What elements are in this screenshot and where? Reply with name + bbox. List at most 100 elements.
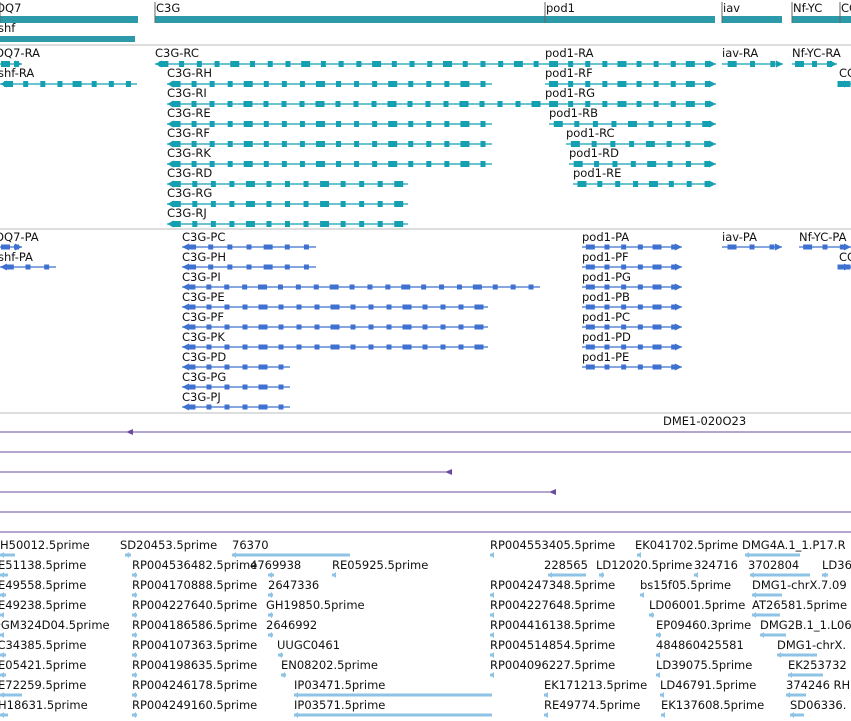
- read-feature[interactable]: [294, 693, 492, 697]
- protein-arrow-right-icon: [675, 323, 682, 331]
- gene-cg-bar[interactable]: [840, 16, 851, 23]
- protein-exon: [186, 404, 196, 410]
- protein-c3g-ph[interactable]: C3G-PH: [182, 250, 316, 271]
- protein-c3g-pc[interactable]: C3G-PC: [182, 230, 316, 251]
- protein-pod1-pf[interactable]: pod1-PF: [582, 250, 682, 271]
- read-arrow-icon: [0, 652, 4, 658]
- gene-pod1-bar[interactable]: [545, 16, 715, 23]
- transcript-c3g-rd[interactable]: C3G-RD: [167, 166, 408, 188]
- gene-iav-bar[interactable]: [722, 16, 782, 23]
- protein-arrow-right-icon: [675, 363, 682, 371]
- protein-nf-yc-pa[interactable]: Nf-YC-PA: [799, 230, 851, 251]
- protein-cg[interactable]: CG: [837, 250, 851, 271]
- protein-exon: [314, 344, 320, 350]
- transcript-exon: [388, 81, 398, 87]
- protein-label: pod1-PF: [582, 250, 629, 264]
- transcript-pod1-rd[interactable]: pod1-RD: [569, 146, 716, 168]
- gene-oq7-bar[interactable]: [0, 16, 138, 23]
- protein-pod1-pd[interactable]: pod1-PD: [582, 330, 682, 351]
- transcript-iav-ra[interactable]: iav-RA: [722, 46, 783, 68]
- transcript-oq7-ra[interactable]: OQ7-RA: [0, 46, 40, 68]
- read-feature[interactable]: [750, 573, 810, 577]
- transcript-c3g-re[interactable]: C3G-RE: [167, 106, 492, 128]
- transcript-arrow-left-icon: [155, 60, 162, 68]
- protein-arrow-right-icon: [844, 263, 851, 271]
- protein-c3g-pj[interactable]: C3G-PJ: [182, 390, 290, 411]
- protein-exon: [208, 264, 214, 270]
- transcript-exon: [387, 101, 397, 107]
- protein-c3g-pd[interactable]: C3G-PD: [182, 350, 290, 371]
- read-feature[interactable]: [0, 693, 22, 697]
- read-feature[interactable]: [788, 673, 823, 677]
- transcript-c3g-rh[interactable]: C3G-RH: [167, 66, 492, 88]
- read-feature[interactable]: [232, 553, 350, 557]
- transcript-pod1-rf[interactable]: pod1-RF: [545, 66, 716, 88]
- transcript-c3g-rf[interactable]: C3G-RF: [167, 126, 492, 148]
- read-arrow-icon: [132, 572, 136, 578]
- protein-exon: [186, 304, 196, 310]
- protein-pod1-pg[interactable]: pod1-PG: [582, 270, 682, 291]
- transcript-exon: [299, 81, 305, 87]
- transcript-c3g-rk[interactable]: C3G-RK: [167, 146, 492, 168]
- protein-exon: [585, 304, 595, 310]
- protein-oq7-pa[interactable]: OQ7-PA: [0, 230, 39, 251]
- transcript-pod1-rc[interactable]: pod1-RC: [566, 126, 716, 148]
- protein-exon: [329, 284, 339, 290]
- protein-pod1-pe[interactable]: pod1-PE: [582, 350, 682, 371]
- transcript-pod1-ra[interactable]: pod1-RA: [545, 46, 716, 68]
- transcript-pod1-rb[interactable]: pod1-RB: [549, 106, 716, 128]
- read-feature[interactable]: [752, 613, 780, 617]
- protein-c3g-pf[interactable]: C3G-PF: [182, 310, 488, 331]
- read-feature[interactable]: [294, 713, 492, 717]
- transcript-c3g-rj[interactable]: C3G-RJ: [167, 206, 408, 228]
- transcript-exon: [303, 181, 309, 187]
- protein-exon: [303, 264, 309, 270]
- protein-iav-pa[interactable]: iav-PA: [722, 230, 782, 251]
- transcript-exon: [191, 81, 197, 87]
- protein-c3g-pe[interactable]: C3G-PE: [182, 290, 488, 311]
- transcript-exon: [266, 201, 272, 207]
- transcript-c3g-ri[interactable]: C3G-RI: [167, 86, 545, 108]
- protein-pod1-pa[interactable]: pod1-PA: [582, 230, 682, 251]
- protein-c3g-pk[interactable]: C3G-PK: [182, 330, 488, 351]
- transcript-exon: [460, 121, 470, 127]
- read-feature[interactable]: [790, 713, 804, 717]
- transcript-c3g-rg[interactable]: C3G-RG: [167, 186, 408, 208]
- transcript-exon: [372, 141, 378, 147]
- transcript-exon: [444, 161, 450, 167]
- protein-shf-pa[interactable]: shf-PA: [0, 250, 56, 271]
- transcript-c3g-rc[interactable]: C3G-RC: [155, 46, 545, 68]
- protein-exon: [671, 284, 677, 290]
- transcript-cg[interactable]: CG: [837, 66, 851, 88]
- transcript-exon: [336, 81, 342, 87]
- read-arrow-icon: [332, 572, 336, 578]
- read-feature[interactable]: [777, 653, 817, 657]
- transcript-pod1-re[interactable]: pod1-RE: [573, 166, 716, 188]
- transcript-pod1-rg[interactable]: pod1-RG: [545, 86, 716, 108]
- transcript-exon: [515, 101, 521, 107]
- protein-label: iav-PA: [722, 230, 757, 244]
- protein-c3g-pg[interactable]: C3G-PG: [182, 370, 290, 391]
- read-feature[interactable]: [745, 553, 800, 557]
- read-label: RE49558.5prime: [0, 578, 86, 592]
- transcript-shf-ra[interactable]: shf-RA: [0, 66, 137, 88]
- gene-shf-bar[interactable]: [0, 36, 135, 42]
- transcript-exon: [372, 121, 378, 127]
- transcript-exon: [409, 61, 415, 67]
- read-label: EK171213.5prime: [544, 678, 647, 692]
- protein-c3g-pi[interactable]: C3G-PI: [182, 270, 540, 291]
- read-feature[interactable]: [548, 573, 586, 577]
- transcript-label: OQ7-RA: [0, 46, 40, 60]
- protein-exon: [585, 344, 595, 350]
- read-label: RP004553405.5prime: [490, 538, 615, 552]
- protein-pod1-pc[interactable]: pod1-PC: [582, 310, 682, 331]
- read-feature[interactable]: [0, 553, 15, 557]
- gene-nf-yc-bar[interactable]: [792, 16, 847, 23]
- gene-c3g-bar[interactable]: [155, 16, 715, 23]
- protein-pod1-pb[interactable]: pod1-PB: [582, 290, 682, 311]
- read-feature[interactable]: [752, 593, 782, 597]
- read-feature[interactable]: [786, 693, 806, 697]
- transcript-nf-yc-ra[interactable]: Nf-YC-RA: [792, 46, 841, 68]
- read-feature[interactable]: [760, 633, 786, 637]
